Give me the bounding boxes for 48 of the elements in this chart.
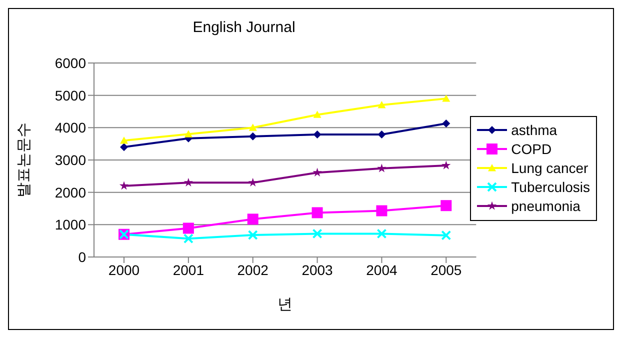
- point: [184, 178, 193, 187]
- y-axis-title: 발표논문수: [15, 122, 32, 198]
- point: [184, 130, 192, 138]
- point: [312, 207, 323, 218]
- y-tick-label: 1000: [54, 216, 86, 233]
- y-tick-label: 2000: [54, 184, 86, 200]
- point: [313, 130, 322, 138]
- point: [312, 168, 322, 176]
- legend-label: asthma: [511, 122, 558, 138]
- y-tick-label: 6000: [54, 54, 86, 71]
- x-tick-label: 2000: [108, 262, 140, 278]
- point: [248, 230, 258, 240]
- point: [120, 143, 128, 152]
- y-tick-label: 5000: [54, 87, 86, 104]
- legend-label: Lung cancer: [511, 160, 588, 176]
- legend-label: COPD: [511, 141, 552, 157]
- chart-title: English Journal: [192, 19, 296, 36]
- point: [248, 178, 258, 187]
- x-axis-title: 년: [278, 296, 293, 313]
- point: [377, 164, 386, 172]
- point: [248, 124, 257, 131]
- point: [312, 228, 322, 239]
- point: [378, 101, 386, 108]
- point: [248, 132, 257, 140]
- point: [378, 130, 386, 138]
- x-tick-label: 2002: [237, 262, 269, 278]
- legend-label: pneumonia: [511, 198, 580, 214]
- x-tick-label: 2003: [302, 262, 334, 278]
- x-tick-label: 2005: [430, 262, 462, 278]
- point: [120, 136, 128, 144]
- point: [442, 119, 450, 128]
- point: [247, 214, 258, 225]
- point: [376, 228, 387, 239]
- x-tick-label: 2001: [172, 262, 204, 278]
- y-tick-label: 0: [78, 248, 86, 265]
- y-tick-label: 3000: [54, 152, 86, 168]
- point: [376, 205, 388, 216]
- point: [441, 230, 452, 240]
- point: [442, 94, 450, 102]
- point: [442, 160, 451, 170]
- point: [182, 222, 194, 234]
- legend-label: Tuberculosis: [511, 179, 590, 195]
- x-tick-label: 2004: [366, 262, 398, 278]
- y-tick-label: 4000: [54, 120, 86, 136]
- point: [183, 234, 194, 244]
- point: [440, 200, 452, 212]
- point: [313, 110, 322, 118]
- point: [119, 181, 129, 190]
